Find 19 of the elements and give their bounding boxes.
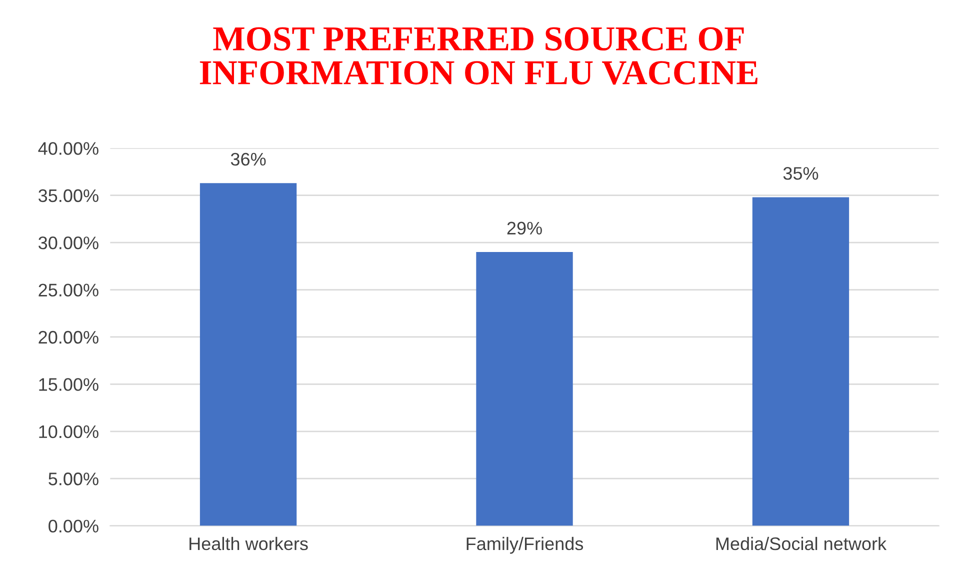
y-tick-label: 0.00%	[48, 520, 98, 533]
x-tick-label: Family/Friends	[466, 536, 584, 554]
y-tick-label: 25.00%	[38, 284, 98, 296]
bar	[200, 183, 297, 526]
data-label: 29%	[507, 222, 542, 235]
bar	[476, 252, 573, 526]
y-tick-label: 10.00%	[39, 425, 98, 438]
y-tick-label: 20.00%	[38, 330, 98, 344]
y-tick-label: 5.00%	[48, 472, 98, 486]
y-tick-label: 15.00%	[39, 378, 98, 391]
y-tick-label: 35.00%	[38, 189, 98, 202]
chart-title: MOST PREFERRED SOURCE OF INFORMATION ON FLU VACCINE	[200, 27, 758, 85]
data-label: 35%	[783, 167, 818, 180]
x-tick-label: Health workers	[190, 536, 308, 550]
y-tick-label: 30.00%	[38, 236, 98, 250]
bar	[752, 197, 850, 526]
y-tick-label: 40.00%	[38, 142, 98, 155]
x-tick-label: Media/Social network	[716, 536, 887, 550]
data-label: 36%	[230, 152, 266, 166]
